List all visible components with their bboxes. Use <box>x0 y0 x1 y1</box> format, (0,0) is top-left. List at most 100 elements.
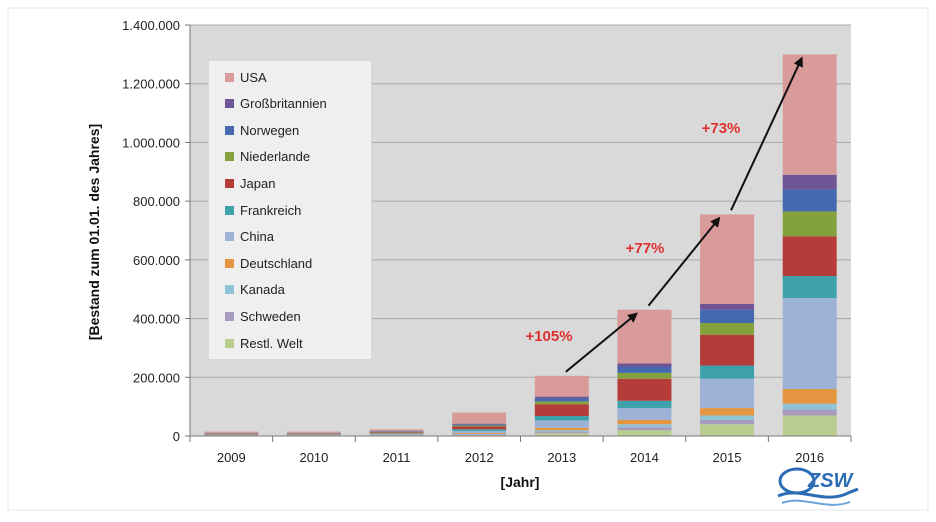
bar-segment <box>452 431 506 433</box>
legend-item: Deutschland <box>225 253 312 273</box>
bar-stack-2009 <box>204 432 258 436</box>
legend-swatch <box>225 339 234 348</box>
bar-segment <box>700 420 754 424</box>
legend-swatch <box>225 259 234 268</box>
legend-swatch <box>225 285 234 294</box>
bar-segment <box>617 408 671 420</box>
legend-label: Frankreich <box>240 203 301 218</box>
x-tick-label: 2013 <box>547 450 576 465</box>
bar-segment <box>535 397 589 399</box>
y-tick-label: 800.000 <box>133 194 180 209</box>
legend-swatch <box>225 232 234 241</box>
legend-item: Restl. Welt <box>225 333 303 353</box>
bar-segment <box>535 430 589 431</box>
legend-label: China <box>240 229 274 244</box>
y-tick-label: 0 <box>173 429 180 444</box>
logo-text: ZSW <box>807 470 855 492</box>
bar-segment <box>535 432 589 433</box>
y-tick-label: 1.000.000 <box>122 135 180 150</box>
legend-label: Niederlande <box>240 149 310 164</box>
bar-segment <box>204 434 258 435</box>
legend-item: USA <box>225 67 267 87</box>
bar-segment <box>204 432 258 433</box>
legend-swatch <box>225 73 234 82</box>
bar-stack-2010 <box>287 432 341 436</box>
legend-item: Frankreich <box>225 200 301 220</box>
y-tick-label: 1.200.000 <box>122 77 180 92</box>
bar-segment <box>452 433 506 434</box>
bar-segment <box>452 424 506 425</box>
bar-segment <box>783 298 837 389</box>
bar-stack-2012 <box>452 413 506 436</box>
legend-label: Kanada <box>240 282 285 297</box>
bar-segment <box>617 420 671 424</box>
bar-segment <box>452 426 506 429</box>
annotation-2014-2015: +77% <box>626 240 665 257</box>
bar-segment <box>700 304 754 310</box>
bar-segment <box>370 429 424 431</box>
bar-segment <box>535 420 589 427</box>
bar-stack-2015 <box>700 214 754 436</box>
bar-stack-2016 <box>783 54 837 436</box>
legend-item: Japan <box>225 173 275 193</box>
legend-label: Deutschland <box>240 256 312 271</box>
bar-segment <box>700 310 754 323</box>
legend-label: USA <box>240 70 267 85</box>
bar-segment <box>700 214 754 304</box>
bar-segment <box>700 424 754 436</box>
bar-segment <box>452 424 506 425</box>
bar-segment <box>617 373 671 379</box>
bar-segment <box>452 429 506 431</box>
legend-item: Großbritannien <box>225 94 327 114</box>
legend-item: Norwegen <box>225 120 299 140</box>
legend-label: Schweden <box>240 309 301 324</box>
bar-segment <box>452 434 506 435</box>
bar-segment <box>783 54 837 174</box>
bar-segment <box>700 323 754 335</box>
bar-segment <box>617 367 671 373</box>
legend-item: China <box>225 227 274 247</box>
x-axis-title: [Jahr] <box>501 474 540 490</box>
bar-segment <box>452 425 506 426</box>
legend-swatch <box>225 206 234 215</box>
bar-segment <box>617 310 671 364</box>
bar-segment <box>700 366 754 379</box>
legend-item: Kanada <box>225 280 285 300</box>
legend-swatch <box>225 152 234 161</box>
bar-stack-2013 <box>535 376 589 436</box>
y-tick-label: 1.400.000 <box>122 18 180 33</box>
bar-segment <box>617 401 671 408</box>
bar-segment <box>370 433 424 434</box>
bar-segment <box>287 434 341 435</box>
legend-swatch <box>225 126 234 135</box>
annotation-2013-2014: +105% <box>525 328 572 345</box>
x-tick-label: 2014 <box>630 450 659 465</box>
legend-label: Norwegen <box>240 123 299 138</box>
bar-segment <box>700 379 754 408</box>
bar-segment <box>783 410 837 416</box>
bar-segment <box>783 404 837 410</box>
legend-label: Japan <box>240 176 275 191</box>
x-tick-label: 2011 <box>383 450 411 465</box>
bar-segment <box>617 379 671 401</box>
legend-swatch <box>225 179 234 188</box>
bar-segment <box>617 427 671 430</box>
bar-segment <box>783 189 837 211</box>
x-tick-label: 2016 <box>795 450 824 465</box>
legend-label: Großbritannien <box>240 96 327 111</box>
bar-segment <box>535 401 589 404</box>
bar-segment <box>452 435 506 436</box>
bar-stack-2011 <box>370 429 424 436</box>
x-tick-label: 2009 <box>217 450 246 465</box>
bar-segment <box>535 404 589 416</box>
bar-segment <box>783 415 837 436</box>
bar-segment <box>535 376 589 397</box>
bar-segment <box>370 434 424 435</box>
bar-segment <box>452 413 506 424</box>
y-tick-label: 200.000 <box>133 370 180 385</box>
bar-segment <box>783 236 837 276</box>
bar-segment <box>783 211 837 236</box>
bar-segment <box>617 430 671 436</box>
bar-segment <box>370 432 424 433</box>
